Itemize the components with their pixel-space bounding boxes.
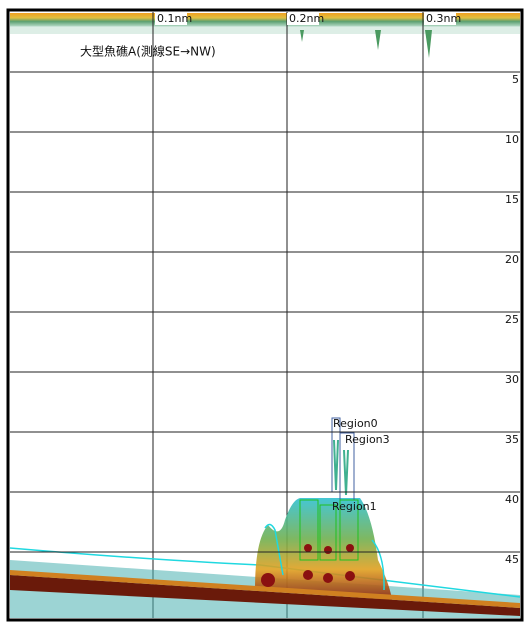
region-box [299, 499, 359, 561]
depth-label: 35 [505, 433, 519, 446]
region-label: Region3 [345, 433, 390, 446]
depth-label: 20 [505, 253, 519, 266]
frame [6, 8, 524, 622]
seabed-edge [10, 570, 520, 608]
surface-noise [10, 26, 520, 34]
label-bg [424, 13, 456, 25]
depth-label: 5 [512, 73, 519, 86]
bottom-line [9, 547, 521, 598]
label-bg [155, 13, 187, 25]
label-bg [287, 13, 319, 25]
region-label: Region1 [332, 500, 377, 513]
depth-label: 25 [505, 313, 519, 326]
school-column [333, 439, 349, 496]
distance-label: 0.1nm [157, 12, 192, 25]
distance-label: 0.2nm [289, 12, 324, 25]
school-outline [264, 523, 385, 591]
distance-label: 0.3nm [426, 12, 461, 25]
school-cores [261, 544, 355, 587]
surface-band [10, 13, 520, 27]
depth-label: 40 [505, 493, 519, 506]
seabed [10, 575, 520, 616]
depth-label: 10 [505, 133, 519, 146]
depth-label: 30 [505, 373, 519, 386]
depth-label: 45 [505, 553, 519, 566]
region-label: Region0 [333, 417, 378, 430]
title: 大型魚礁A(測線SE→NW) [80, 44, 216, 59]
depth-label: 15 [505, 193, 519, 206]
